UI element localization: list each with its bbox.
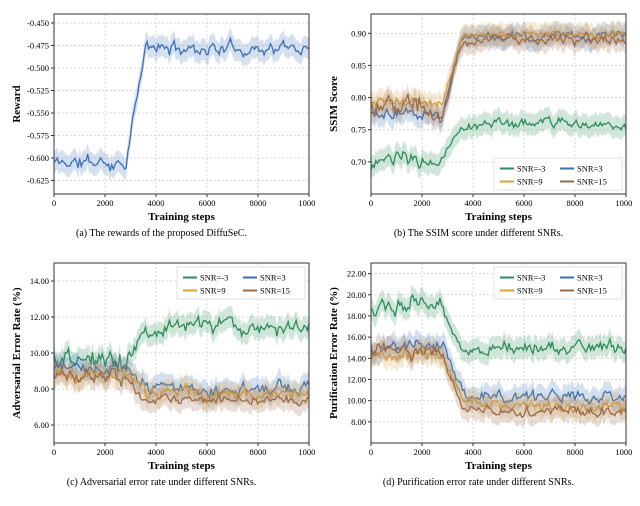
chart-b: 0.70 0.75 0.80 0.85 0.90 0 2000 4000 6000 8000 100… [325, 8, 632, 224]
ytick-label: 12.00 [30, 312, 49, 322]
ytick-label: -0.475 [27, 41, 49, 51]
xtick-label: 8000 [567, 198, 584, 208]
ytick-label: 18.00 [347, 311, 366, 321]
xtick-label: 4000 [465, 198, 482, 208]
legend-label-snr-3: SNR=-3 [517, 164, 545, 174]
legend-label-snr-3: SNR=-3 [200, 273, 228, 283]
xtick-label: 4000 [148, 447, 165, 457]
ytick-label: 8.00 [351, 417, 366, 427]
panel-d: 8.00 10.00 12.00 14.00 16.00 18.00 20.00 22.00 0… [325, 257, 632, 488]
caption-d: (d) Purification error rate under differ… [325, 477, 632, 488]
xtick-label: 0 [369, 447, 373, 457]
ytick-label: 0.70 [351, 157, 366, 167]
xlabel: Training steps [148, 211, 215, 223]
xtick-label: 6000 [516, 198, 533, 208]
ytick-label: -0.500 [27, 63, 49, 73]
ylabel: SSIM Score [328, 76, 340, 132]
xtick-label: 8000 [567, 447, 584, 457]
xtick-label: 0 [52, 447, 56, 457]
panel-b: 0.70 0.75 0.80 0.85 0.90 0 2000 4000 6000 8000 100… [325, 8, 632, 239]
caption-c: (c) Adversarial error rate under differe… [8, 477, 315, 488]
xtick-label: 10000 [298, 198, 315, 208]
ylabel: Reward [11, 85, 23, 122]
panel-a: -0.625 -0.600 -0.575 -0.550 -0.525 -0.500 -0.4… [8, 8, 315, 239]
chart-d: 8.00 10.00 12.00 14.00 16.00 18.00 20.00 22.00 0… [325, 257, 632, 473]
ytick-label: 22.00 [347, 269, 366, 279]
xtick-label: 0 [52, 198, 56, 208]
ytick-label: 12.00 [347, 374, 366, 384]
ytick-label: 6.00 [34, 420, 49, 430]
ytick-label: 10.00 [347, 396, 366, 406]
xtick-label: 4000 [465, 447, 482, 457]
xtick-label: 6000 [199, 447, 216, 457]
xtick-label: 2000 [97, 447, 114, 457]
xtick-label: 10000 [298, 447, 315, 457]
legend-label-snr-3: SNR=-3 [517, 273, 545, 283]
chart-c: 6.00 8.00 10.00 12.00 14.00 0 2000 4000 6000 8000… [8, 257, 315, 473]
ytick-label: -0.550 [27, 108, 49, 118]
xtick-label: 8000 [250, 198, 267, 208]
xtick-label: 2000 [414, 447, 431, 457]
ytick-label: 8.00 [34, 384, 49, 394]
xtick-label: 2000 [97, 198, 114, 208]
ytick-label: -0.625 [27, 176, 49, 186]
ytick-label: -0.575 [27, 131, 49, 141]
caption-a: (a) The rewards of the proposed DiffuSeC… [8, 228, 315, 239]
caption-b: (b) The SSIM score under different SNRs. [325, 228, 632, 239]
panel-c: 6.00 8.00 10.00 12.00 14.00 0 2000 4000 6000 8000… [8, 257, 315, 488]
legend-label-snr15: SNR=15 [577, 286, 607, 296]
figure-2x2: -0.625 -0.600 -0.575 -0.550 -0.525 -0.500 -0.4… [0, 0, 640, 506]
ytick-label: 10.00 [30, 348, 49, 358]
xtick-label: 6000 [199, 198, 216, 208]
xtick-label: 10000 [615, 447, 632, 457]
ylabel: Adversarial Error Rate (%) [11, 287, 23, 419]
ylabel: Purification Error Rate (%) [328, 287, 340, 419]
xlabel: Training steps [148, 460, 215, 472]
xtick-label: 6000 [516, 447, 533, 457]
legend-label-snr3: SNR=3 [577, 164, 603, 174]
chart-a: -0.625 -0.600 -0.575 -0.550 -0.525 -0.500 -0.4… [8, 8, 315, 224]
ytick-label: -0.600 [27, 153, 49, 163]
xtick-label: 0 [369, 198, 373, 208]
xtick-label: 4000 [148, 198, 165, 208]
ytick-label: 0.90 [351, 28, 366, 38]
legend-label-snr3: SNR=3 [260, 273, 286, 283]
xlabel: Training steps [465, 460, 532, 472]
legend-label-snr9: SNR=9 [517, 177, 543, 187]
ytick-label: 14.00 [30, 276, 49, 286]
xtick-label: 8000 [250, 447, 267, 457]
ytick-label: 0.75 [351, 125, 366, 135]
legend-label-snr9: SNR=9 [200, 286, 226, 296]
xlabel: Training steps [465, 211, 532, 223]
ytick-label: 20.00 [347, 290, 366, 300]
ytick-label: 0.80 [351, 93, 366, 103]
ytick-label: 14.00 [347, 353, 366, 363]
legend-label-snr15: SNR=15 [260, 286, 290, 296]
legend-label-snr15: SNR=15 [577, 177, 607, 187]
ytick-label: -0.450 [27, 18, 49, 28]
xtick-label: 2000 [414, 198, 431, 208]
ytick-label: 0.85 [351, 60, 366, 70]
xtick-label: 10000 [615, 198, 632, 208]
ytick-label: -0.525 [27, 86, 49, 96]
legend-label-snr9: SNR=9 [517, 286, 543, 296]
ytick-label: 16.00 [347, 332, 366, 342]
legend-label-snr3: SNR=3 [577, 273, 603, 283]
